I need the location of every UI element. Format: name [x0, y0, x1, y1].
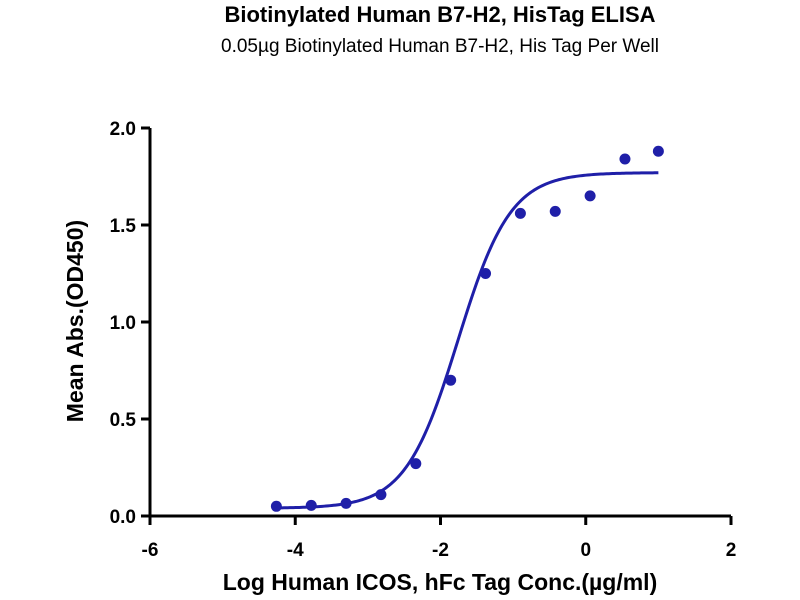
x-tick-label: 2 [726, 540, 737, 561]
y-tick-label: 1.5 [110, 216, 137, 237]
fit-curve-layer [276, 171, 659, 510]
y-tick-label: 0.5 [110, 410, 137, 431]
x-tick-label: -4 [287, 540, 304, 561]
data-point [584, 190, 596, 202]
y-tick-label: 1.0 [110, 313, 136, 334]
data-point [480, 268, 492, 279]
y-axis-label: Mean Abs.(OD450) [62, 220, 88, 422]
data-point [410, 458, 422, 470]
data-point [652, 145, 664, 157]
data-point [375, 489, 387, 501]
fit-curve [276, 171, 659, 510]
x-tick-label: -6 [142, 540, 159, 561]
data-point [549, 205, 561, 217]
data-point [340, 497, 352, 509]
data-points-layer [270, 145, 664, 512]
data-point [619, 153, 631, 165]
data-point [270, 500, 282, 512]
data-point [514, 207, 526, 219]
chart-title: Biotinylated Human B7-H2, HisTag ELISA [224, 2, 656, 27]
x-axis-label: Log Human ICOS, hFc Tag Conc.(µg/ml) [223, 569, 657, 595]
chart-subtitle: 0.05µg Biotinylated Human B7-H2, His Tag… [221, 36, 659, 57]
x-tick-label: 0 [580, 540, 591, 561]
axes: 0.0 0.5 1.0 1.5 2.0 -6 -4 -2 0 2 [110, 119, 737, 561]
x-tick-label: -2 [432, 540, 449, 561]
y-tick-label: 2.0 [110, 119, 136, 140]
data-point [445, 374, 457, 386]
data-point [305, 499, 317, 511]
y-tick-label: 0.0 [110, 507, 136, 528]
